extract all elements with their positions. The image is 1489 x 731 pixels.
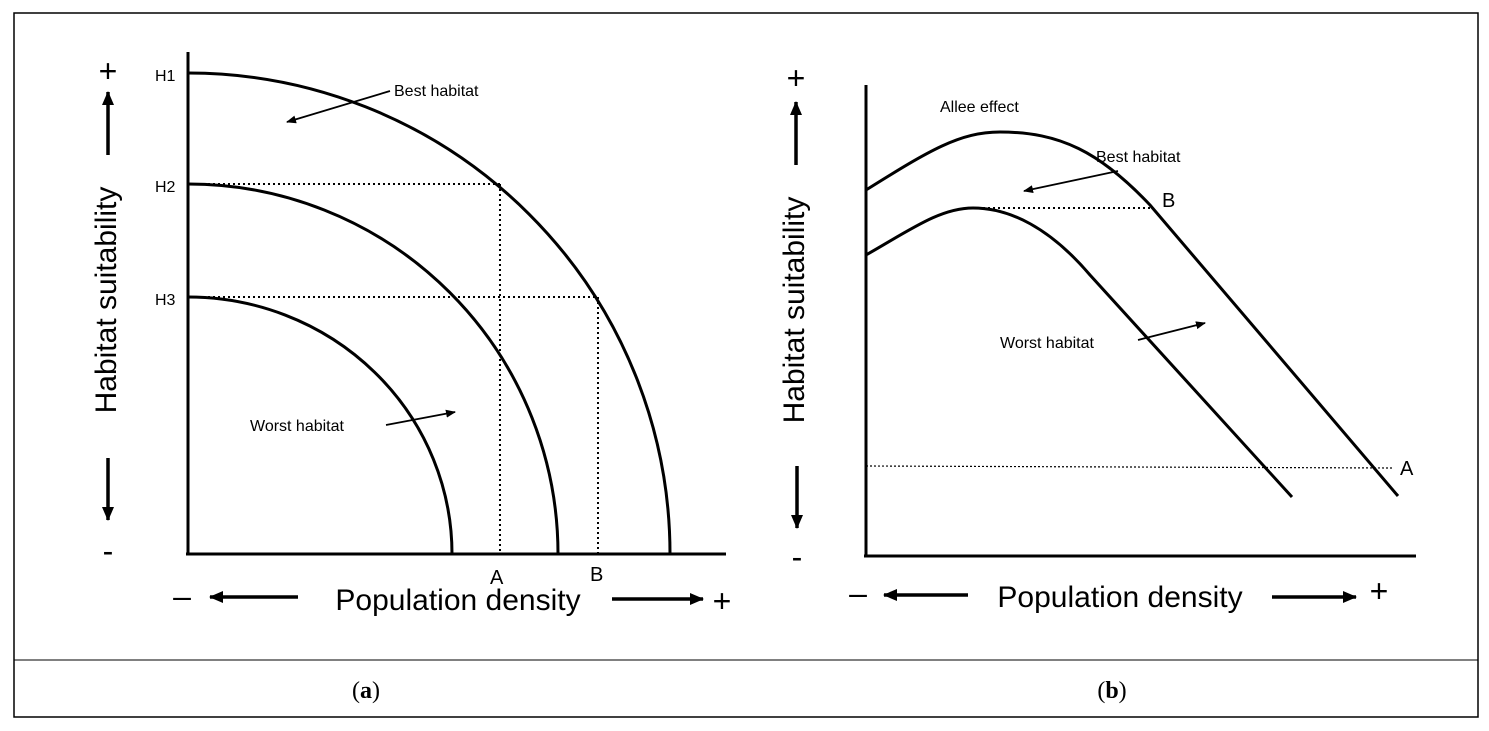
panel-b-x-minus: – — [849, 575, 867, 611]
panel-a-y-axis-label: Habitat suitability — [90, 187, 123, 414]
panel-a-level-h1: H1 — [155, 68, 176, 85]
panel-b-worst-habitat-label: Worst habitat — [1000, 335, 1095, 352]
panel-a-curve-h3 — [187, 295, 454, 555]
panel-b: Allee effect Best habitat B Worst habita… — [778, 60, 1416, 704]
panel-b-allee-label: Allee effect — [940, 99, 1019, 116]
panel-a-level-h3: H3 — [155, 292, 176, 309]
panel-b-guide-a — [865, 465, 1393, 469]
panel-b-caption: (b) — [1097, 678, 1126, 704]
panel-b-point-a: A — [1400, 458, 1414, 480]
panel-a-x-plus: + — [713, 583, 732, 619]
panel-b-curve-worst — [865, 206, 1294, 499]
panel-b-y-axis-label: Habitat suitability — [778, 197, 811, 424]
figure-frame — [13, 12, 1479, 718]
panel-a-worst-habitat-label: Worst habitat — [250, 418, 345, 435]
panel-b-best-habitat-label: Best habitat — [1096, 149, 1181, 166]
panel-a: H1 H2 H3 A B Best habitat Worst habitat … — [90, 52, 731, 704]
panel-b-curve-best — [865, 130, 1400, 497]
panel-a-y-minus: - — [103, 533, 114, 569]
panel-a-curve-h1 — [187, 71, 672, 555]
panel-b-x-plus: + — [1370, 573, 1389, 609]
panel-a-best-habitat-label: Best habitat — [394, 83, 479, 100]
panel-b-y-minus: - — [792, 539, 803, 575]
panel-a-curve-h2 — [187, 182, 560, 555]
panel-a-point-b: B — [590, 564, 603, 586]
panel-a-y-plus: + — [99, 53, 118, 89]
panel-b-point-b: B — [1162, 190, 1175, 212]
panel-a-point-a: A — [490, 567, 504, 589]
panel-b-worst-habitat-arrow — [1137, 321, 1206, 341]
panel-a-best-habitat-arrow — [286, 90, 391, 124]
panel-b-best-habitat-arrow — [1023, 170, 1119, 194]
panel-a-caption: (a) — [352, 678, 380, 704]
panel-a-level-h2: H2 — [155, 179, 176, 196]
panel-b-x-axis-label: Population density — [997, 581, 1242, 614]
panel-a-worst-habitat-arrow — [385, 409, 456, 426]
panel-b-y-plus: + — [787, 60, 806, 96]
panel-a-x-axis-label: Population density — [335, 584, 580, 617]
panel-a-x-minus: – — [173, 578, 191, 614]
